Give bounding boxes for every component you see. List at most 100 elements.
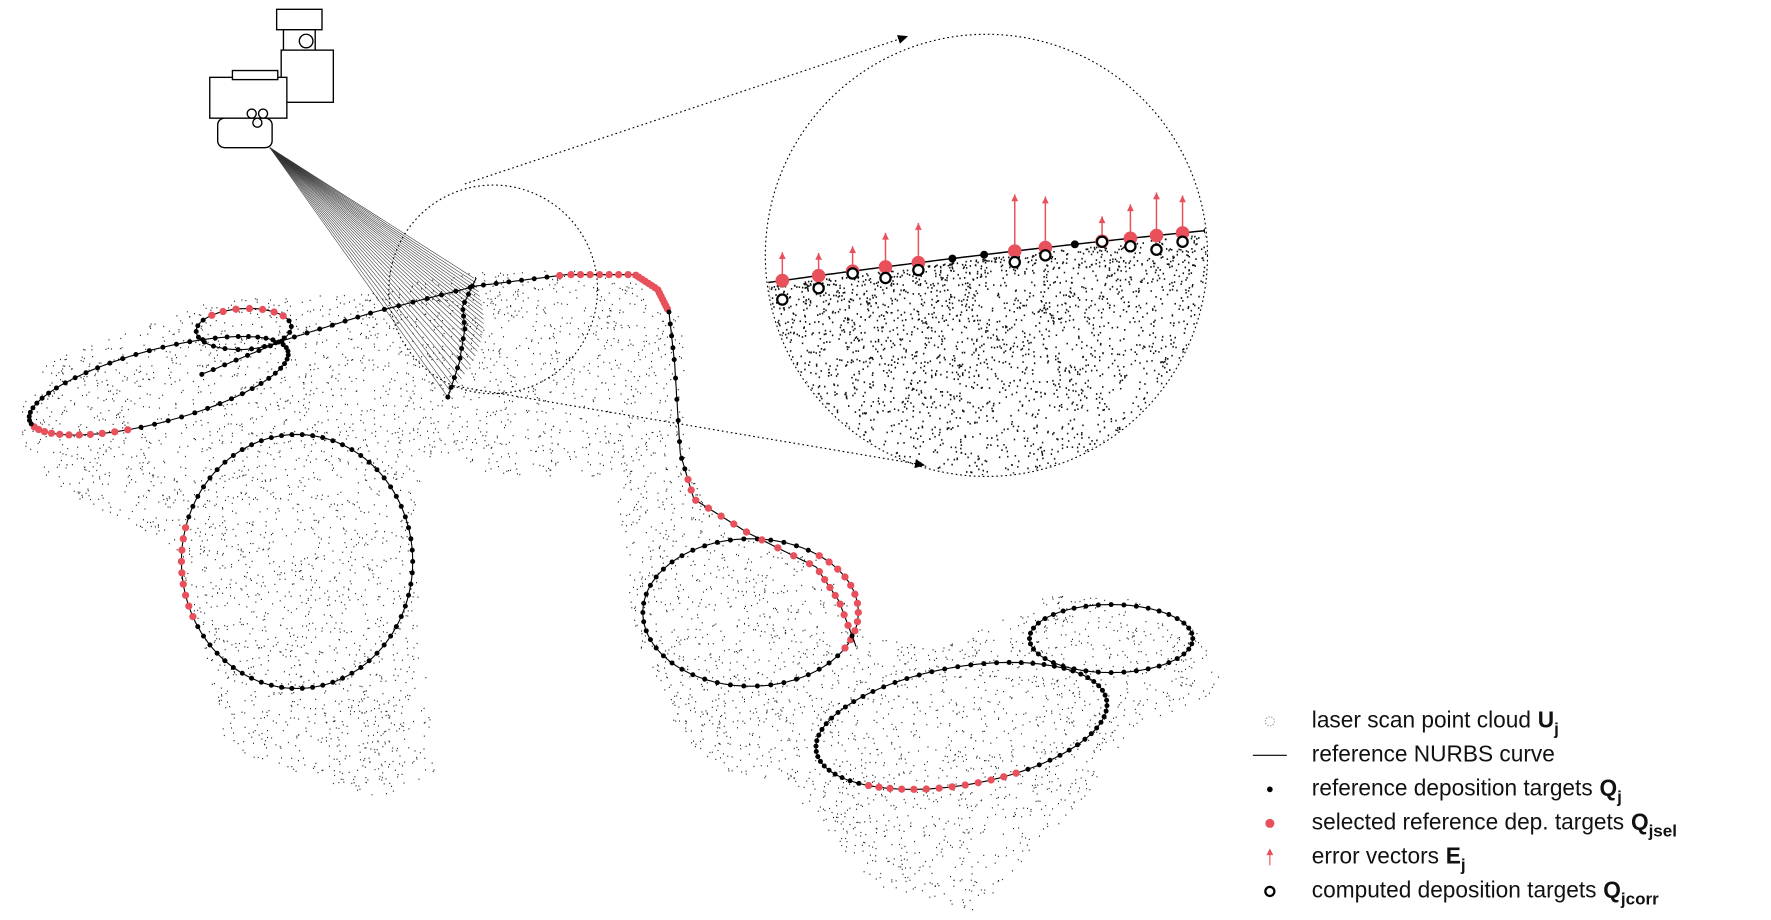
scanner [209, 8, 335, 149]
nurbs-curve [28, 335, 289, 436]
selected-target [815, 552, 823, 560]
reference-target [1189, 630, 1195, 636]
reference-target [272, 370, 278, 376]
reference-target [266, 375, 272, 381]
reference-target [340, 675, 346, 681]
reference-target [329, 322, 335, 328]
reference-target [1071, 605, 1077, 611]
reference-target [813, 748, 819, 754]
computed-target [912, 263, 925, 277]
reference-target [1075, 742, 1081, 748]
reference-target [653, 574, 659, 580]
reference-target [881, 684, 887, 690]
reference-target [195, 624, 201, 630]
reference-target [179, 414, 185, 420]
reference-target [1006, 659, 1012, 665]
reference-target [1047, 757, 1053, 763]
reference-target [1095, 602, 1101, 608]
reference-target [299, 685, 305, 691]
error-arrowhead [1011, 194, 1019, 202]
reference-target [647, 582, 653, 588]
selected-target [836, 600, 844, 608]
reference-target [1189, 641, 1195, 647]
reference-target [355, 314, 361, 320]
selected-target [775, 273, 790, 288]
reference-target [1088, 731, 1094, 737]
reference-target [1166, 660, 1172, 666]
reference-target [781, 680, 787, 686]
reference-target [287, 329, 293, 335]
reference-target [1095, 669, 1101, 675]
reference-target [531, 276, 537, 282]
reference-target [249, 675, 255, 681]
reference-target [291, 334, 297, 340]
reference-target [278, 365, 284, 371]
reference-target [1050, 660, 1056, 666]
reference-target [671, 357, 677, 363]
reference-target [190, 503, 196, 509]
reference-target [27, 409, 33, 415]
reference-target [826, 660, 832, 666]
reference-target [173, 341, 179, 347]
reference-target [643, 628, 649, 634]
selected-target [179, 580, 187, 588]
legend-symbol: Q [1599, 774, 1617, 800]
reference-target [1060, 608, 1066, 614]
laser-ray [269, 147, 478, 288]
reference-target [1099, 687, 1105, 693]
reference-target [448, 384, 454, 390]
reference-target [819, 726, 825, 732]
selected-target [232, 305, 240, 313]
reference-target [396, 303, 402, 309]
selected-target [935, 784, 943, 792]
point-cloud [22, 270, 1219, 911]
legend-subscript: j [1553, 720, 1559, 739]
zoom-detail [766, 192, 1207, 476]
selected-target [1149, 228, 1164, 243]
reference-target [741, 683, 747, 689]
reference-target [279, 433, 285, 439]
reference-target [1174, 616, 1180, 622]
selected-target [841, 644, 849, 652]
reference-target [669, 559, 675, 565]
legend-entry: selected reference dep. targets Qjsel [1312, 808, 1677, 841]
laser-ray [269, 147, 484, 320]
reference-target [330, 679, 336, 685]
reference-target [955, 664, 961, 670]
selected-target [245, 304, 254, 313]
selected-target [124, 426, 132, 434]
laser-ray [269, 147, 483, 334]
reference-target [781, 539, 787, 545]
reference-target [138, 424, 144, 430]
error-arrowhead [815, 252, 823, 260]
reference-target [374, 650, 380, 656]
reference-target [690, 672, 696, 678]
reference-target [1186, 646, 1192, 652]
error-arrowhead [1153, 192, 1160, 200]
reference-target [805, 547, 811, 553]
legend-label: reference NURBS curve [1312, 740, 1555, 766]
reference-target [72, 375, 78, 381]
reference-target [349, 447, 355, 453]
laser-rays [269, 147, 484, 398]
reference-target [823, 721, 829, 727]
selected-target [1000, 773, 1008, 781]
reference-target [641, 619, 647, 625]
legend-label: error vectors [1312, 842, 1439, 868]
selected-target [821, 575, 829, 584]
reference-target [793, 543, 799, 549]
selected-target [40, 427, 49, 436]
selected-target [47, 429, 56, 437]
selected-target [774, 544, 782, 552]
reference-target [398, 614, 404, 620]
reference-target [224, 334, 230, 340]
laser-ray [269, 147, 459, 384]
reference-target [1174, 656, 1180, 662]
reference-target [310, 684, 316, 690]
reference-target [1156, 608, 1162, 614]
selected-target [910, 785, 918, 793]
reference-target [381, 475, 387, 481]
selected-target [853, 618, 862, 626]
